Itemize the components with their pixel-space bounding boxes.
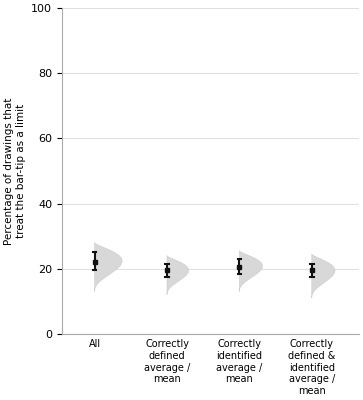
Polygon shape (167, 256, 189, 295)
Y-axis label: Percentage of drawings that
treat the bar-tip as a limit: Percentage of drawings that treat the ba… (4, 97, 26, 245)
Polygon shape (95, 243, 122, 292)
Polygon shape (239, 251, 262, 292)
Polygon shape (312, 254, 335, 298)
